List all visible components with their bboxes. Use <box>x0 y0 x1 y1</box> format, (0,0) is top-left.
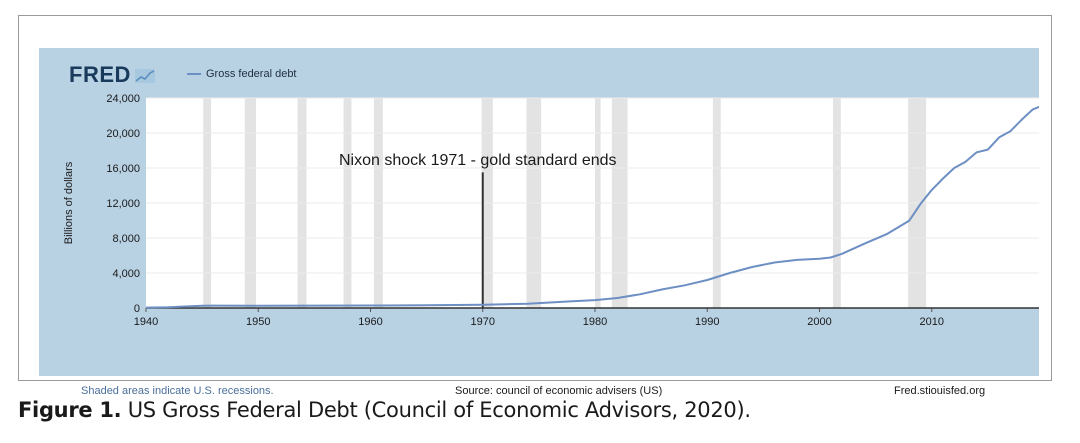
y-tick-label: 0 <box>134 303 140 315</box>
legend: Gross federal debt <box>187 68 297 80</box>
figure-frame: FRED Gross federal debt 0 4,000 8,000 12,00… <box>18 15 1052 397</box>
y-tick-label: 16,000 <box>106 163 140 175</box>
site-url: Fred.stiouisfed.org <box>894 385 986 397</box>
legend-swatch <box>187 73 201 75</box>
y-axis-label: Billions of dollars <box>63 161 75 244</box>
y-tick-label: 4,000 <box>112 268 140 280</box>
y-tick-label: 12,000 <box>106 198 140 210</box>
x-tick-label: 1990 <box>695 316 719 328</box>
x-tick-label: 1950 <box>246 316 270 328</box>
caption-text: US Gross Federal Debt (Council of Econom… <box>121 398 751 422</box>
chart-panel: FRED Gross federal debt 0 4,000 8,000 12,00… <box>39 48 1044 397</box>
source-note: Source: council of economic advisers (US… <box>455 385 663 397</box>
x-tick-label: 1970 <box>471 316 495 328</box>
legend-label: Gross federal debt <box>206 68 297 80</box>
figure-caption: Figure 1. US Gross Federal Debt (Council… <box>18 398 751 422</box>
y-tick-label: 24,000 <box>106 93 140 105</box>
fred-logo: FRED <box>69 62 155 88</box>
chart-svg: 0 4,000 8,000 12,000 16,000 20,000 24,000 1940 1… <box>63 93 1039 328</box>
x-tick-label: 2010 <box>920 316 944 328</box>
series-line-gross-federal-debt <box>145 105 1039 309</box>
brand-name: FRED <box>69 62 131 87</box>
line-chart-icon <box>134 69 155 83</box>
x-tick-label: 1940 <box>134 316 158 328</box>
x-tick-label: 1980 <box>583 316 607 328</box>
annotation-label: Nixon shock 1971 - gold standard ends <box>339 152 617 169</box>
y-tick-label: 20,000 <box>106 128 140 140</box>
caption-label: Figure 1. <box>18 398 122 422</box>
recession-note: Shaded areas indicate U.S. recessions. <box>81 385 274 397</box>
x-tick-label: 1960 <box>358 316 382 328</box>
y-tick-label: 8,000 <box>112 233 140 245</box>
x-tick-label: 2000 <box>807 316 831 328</box>
